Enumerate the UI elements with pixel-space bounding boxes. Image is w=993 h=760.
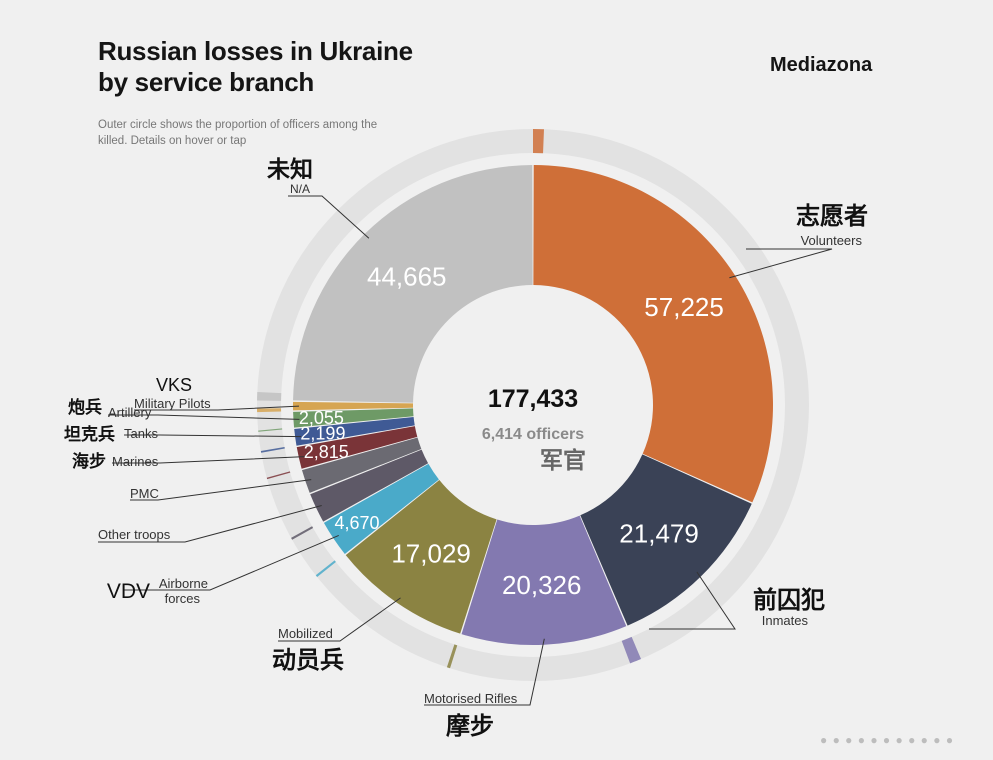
leader-line-military_pilots [134, 405, 300, 411]
chart-title: Russian losses in Ukraine by service bra… [98, 36, 413, 98]
carousel-dots[interactable]: ● ● ● ● ● ● ● ● ● ● ● [820, 733, 955, 747]
label-cn-tanks: 坦克兵 [64, 424, 115, 445]
officer-arc-other_troops[interactable] [291, 526, 314, 540]
slice-volunteers[interactable] [533, 165, 774, 503]
leader-line-vdv [124, 535, 339, 591]
officer-arc-tanks[interactable] [260, 447, 285, 453]
slice-other_troops[interactable] [310, 449, 429, 522]
center-total: 177,433 [488, 385, 578, 413]
label-cn-military_pilots: VKS [156, 375, 192, 395]
label-cn-volunteers: 志愿者 [796, 201, 868, 230]
leader-line-inmates [649, 571, 736, 630]
label-cn-motorised_rifles: 摩步 [446, 711, 494, 740]
outer-ring-layer [257, 129, 809, 681]
leader-line-motorised_rifles [424, 638, 545, 706]
label-artillery: Artillery [108, 405, 152, 420]
officer-arc-marines[interactable] [266, 471, 291, 480]
value-label-vdv: 4,670 [334, 513, 379, 533]
label-pmc: PMC [130, 486, 159, 501]
leader-line-artillery [108, 414, 300, 420]
leader-line-marines [112, 456, 305, 464]
officer-arc-volunteers[interactable] [533, 129, 544, 154]
label-cn-na: 未知 [267, 156, 313, 183]
label-cn-artillery: 炮兵 [68, 397, 102, 418]
label-marines: Marines [112, 454, 159, 469]
leader-layer [98, 195, 833, 706]
label-vdv: Airborne forces [159, 576, 208, 606]
label-cn-mobilized: 动员兵 [272, 645, 344, 674]
leader-line-mobilized [278, 597, 401, 642]
title-line-2: by service branch [98, 67, 315, 97]
label-na: N/A [290, 182, 310, 196]
brand-logo[interactable]: Mediazona [770, 54, 873, 76]
slice-inmates[interactable] [580, 454, 752, 626]
officer-arc-military_pilots[interactable] [257, 408, 282, 413]
slice-motorised_rifles[interactable] [461, 515, 627, 645]
label-cn-inmates: 前囚犯 [753, 585, 825, 614]
title-line-1: Russian losses in Ukraine [98, 36, 413, 66]
slice-artillery[interactable] [293, 408, 414, 428]
slice-mobilized[interactable] [345, 480, 497, 634]
slice-military_pilots[interactable] [293, 401, 414, 411]
value-label-tanks: 2,199 [300, 424, 345, 444]
value-label-volunteers: 57,225 [644, 292, 724, 322]
label-other_troops: Other troops [98, 527, 171, 542]
label-mobilized: Mobilized [278, 626, 333, 641]
chart-subtitle: Outer circle shows the proportion of off… [98, 119, 378, 147]
slice-pmc[interactable] [301, 437, 422, 493]
label-military_pilots: Military Pilots [134, 396, 211, 411]
label-cn-vdv: VDV [107, 580, 150, 603]
label-tanks: Tanks [124, 426, 158, 441]
officer-arc-mobilized[interactable] [446, 644, 458, 669]
leader-line-other_troops [98, 505, 322, 543]
officer-arc-motorised_rifles[interactable] [621, 636, 642, 664]
slice-layer[interactable] [293, 165, 774, 645]
value-label-mobilized: 17,029 [391, 538, 471, 568]
center-officers-cn: 军官 [540, 447, 586, 474]
slice-marines[interactable] [296, 426, 418, 469]
leader-line-volunteers [729, 248, 833, 279]
slice-na[interactable] [293, 165, 533, 403]
officer-arc-vdv[interactable] [315, 560, 336, 577]
center-officers: 6,414 officers [482, 426, 584, 443]
label-layer: 57,225 21,479 20,326 17,029 4,670 2,8152,1992… [64, 156, 868, 740]
value-label-artillery: 2,055 [299, 408, 344, 428]
value-label-na: 44,665 [367, 262, 447, 292]
value-label-inmates: 21,479 [619, 518, 699, 548]
label-inmates: Inmates [762, 613, 809, 628]
officer-arc-na[interactable] [257, 391, 282, 401]
value-label-motorised_rifles: 20,326 [502, 570, 582, 600]
label-cn-marines: 海步 [72, 451, 106, 472]
label-motorised_rifles: Motorised Rifles [424, 691, 518, 706]
value-label-marines: 2,815 [304, 442, 349, 462]
officer-arc-artillery[interactable] [258, 428, 283, 432]
label-volunteers: Volunteers [801, 233, 863, 248]
leader-line-pmc [130, 479, 312, 501]
slice-tanks[interactable] [294, 416, 415, 446]
center-layer: 177,433 6,414 officers 军官 [482, 385, 586, 474]
leader-line-na [288, 195, 370, 239]
slice-vdv[interactable] [323, 463, 439, 554]
leader-line-tanks [124, 434, 302, 438]
